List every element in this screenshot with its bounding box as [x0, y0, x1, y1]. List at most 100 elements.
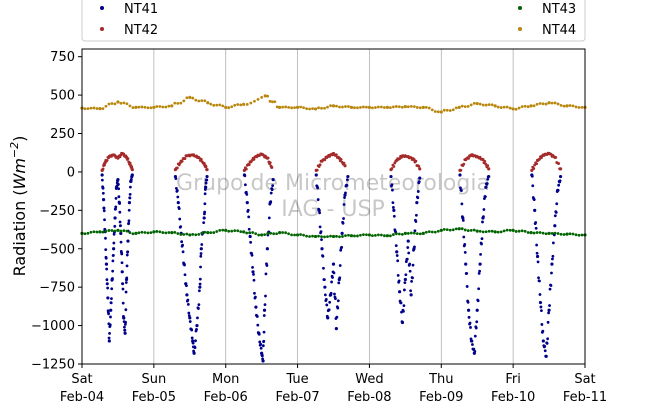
data-point [104, 236, 107, 240]
data-point [356, 106, 359, 110]
data-point [342, 161, 346, 165]
legend-label: NT41 [124, 2, 158, 17]
data-point [318, 211, 322, 215]
data-point [505, 105, 509, 109]
data-point [101, 186, 105, 190]
data-point [508, 106, 512, 110]
data-point [236, 103, 240, 106]
data-point [397, 105, 401, 109]
data-point [517, 106, 521, 110]
data-point [116, 100, 120, 104]
data-point [194, 98, 198, 102]
data-point [483, 160, 487, 163]
data-point [191, 341, 195, 345]
data-point [314, 173, 318, 177]
data-point [112, 232, 116, 236]
data-point [347, 105, 350, 108]
data-point [197, 303, 201, 307]
data-point [415, 106, 419, 109]
data-point [194, 233, 198, 237]
data-point [158, 105, 162, 108]
data-point [484, 230, 488, 234]
data-point [100, 173, 104, 177]
data-point [343, 164, 347, 168]
data-point [565, 232, 569, 236]
data-point [403, 105, 407, 109]
data-point [113, 102, 117, 106]
data-point [467, 156, 470, 160]
data-point [242, 102, 246, 106]
data-point [200, 99, 204, 103]
data-point [109, 308, 113, 312]
data-point [481, 158, 485, 162]
data-point [502, 229, 506, 233]
data-point [278, 231, 282, 235]
data-point [86, 231, 90, 235]
data-point [245, 231, 249, 235]
data-point [463, 250, 467, 254]
data-point [127, 219, 131, 223]
data-point [178, 217, 182, 221]
data-point [451, 108, 455, 112]
data-point [92, 106, 96, 110]
legend-label: NT43 [542, 2, 576, 17]
data-point [326, 235, 329, 239]
y-tick-label: −500 [39, 242, 75, 257]
data-point [478, 262, 482, 266]
data-point [265, 264, 269, 267]
data-point [236, 229, 240, 233]
data-point [176, 195, 180, 199]
data-point [269, 231, 273, 235]
data-point [183, 273, 187, 277]
data-point [212, 103, 216, 107]
data-point [190, 336, 194, 340]
data-point [341, 221, 345, 225]
data-point [105, 278, 109, 282]
data-point [340, 231, 344, 235]
data-point [199, 252, 203, 255]
data-point [418, 232, 422, 236]
data-point [261, 359, 265, 363]
data-point [334, 153, 338, 157]
data-point [113, 229, 117, 233]
data-point [117, 187, 121, 191]
data-point [124, 320, 127, 324]
data-point [320, 106, 323, 110]
data-point [460, 104, 464, 108]
data-point [461, 216, 465, 220]
data-point [541, 102, 545, 106]
data-point [239, 230, 243, 234]
legend-items: NT41 NT42 NT43 NT44 [100, 2, 576, 38]
data-point [389, 174, 393, 179]
data-point [295, 105, 300, 109]
data-point [408, 269, 412, 273]
legend-marker [100, 27, 104, 31]
series-nt41 [100, 173, 563, 363]
data-point [317, 208, 321, 212]
y-tick-label: 0 [67, 165, 75, 180]
data-point [344, 191, 347, 195]
data-point [109, 315, 112, 319]
data-point [463, 242, 467, 246]
data-point [124, 290, 128, 294]
data-point [458, 173, 462, 177]
data-point [533, 208, 537, 212]
data-point [123, 328, 127, 332]
data-point [365, 105, 368, 109]
legend: NT41 NT42 NT43 NT44 [81, 0, 586, 42]
data-point [299, 105, 302, 109]
data-point [538, 293, 542, 296]
data-point [313, 107, 318, 111]
data-point [490, 103, 494, 107]
data-point [436, 110, 440, 114]
data-point [192, 351, 196, 355]
data-point [487, 103, 491, 107]
data-point [541, 329, 545, 333]
data-point [541, 339, 545, 343]
data-point [270, 165, 274, 169]
data-point [543, 344, 547, 348]
data-point [532, 198, 536, 201]
data-point [249, 240, 253, 244]
data-point [104, 229, 108, 233]
data-point [137, 231, 141, 235]
